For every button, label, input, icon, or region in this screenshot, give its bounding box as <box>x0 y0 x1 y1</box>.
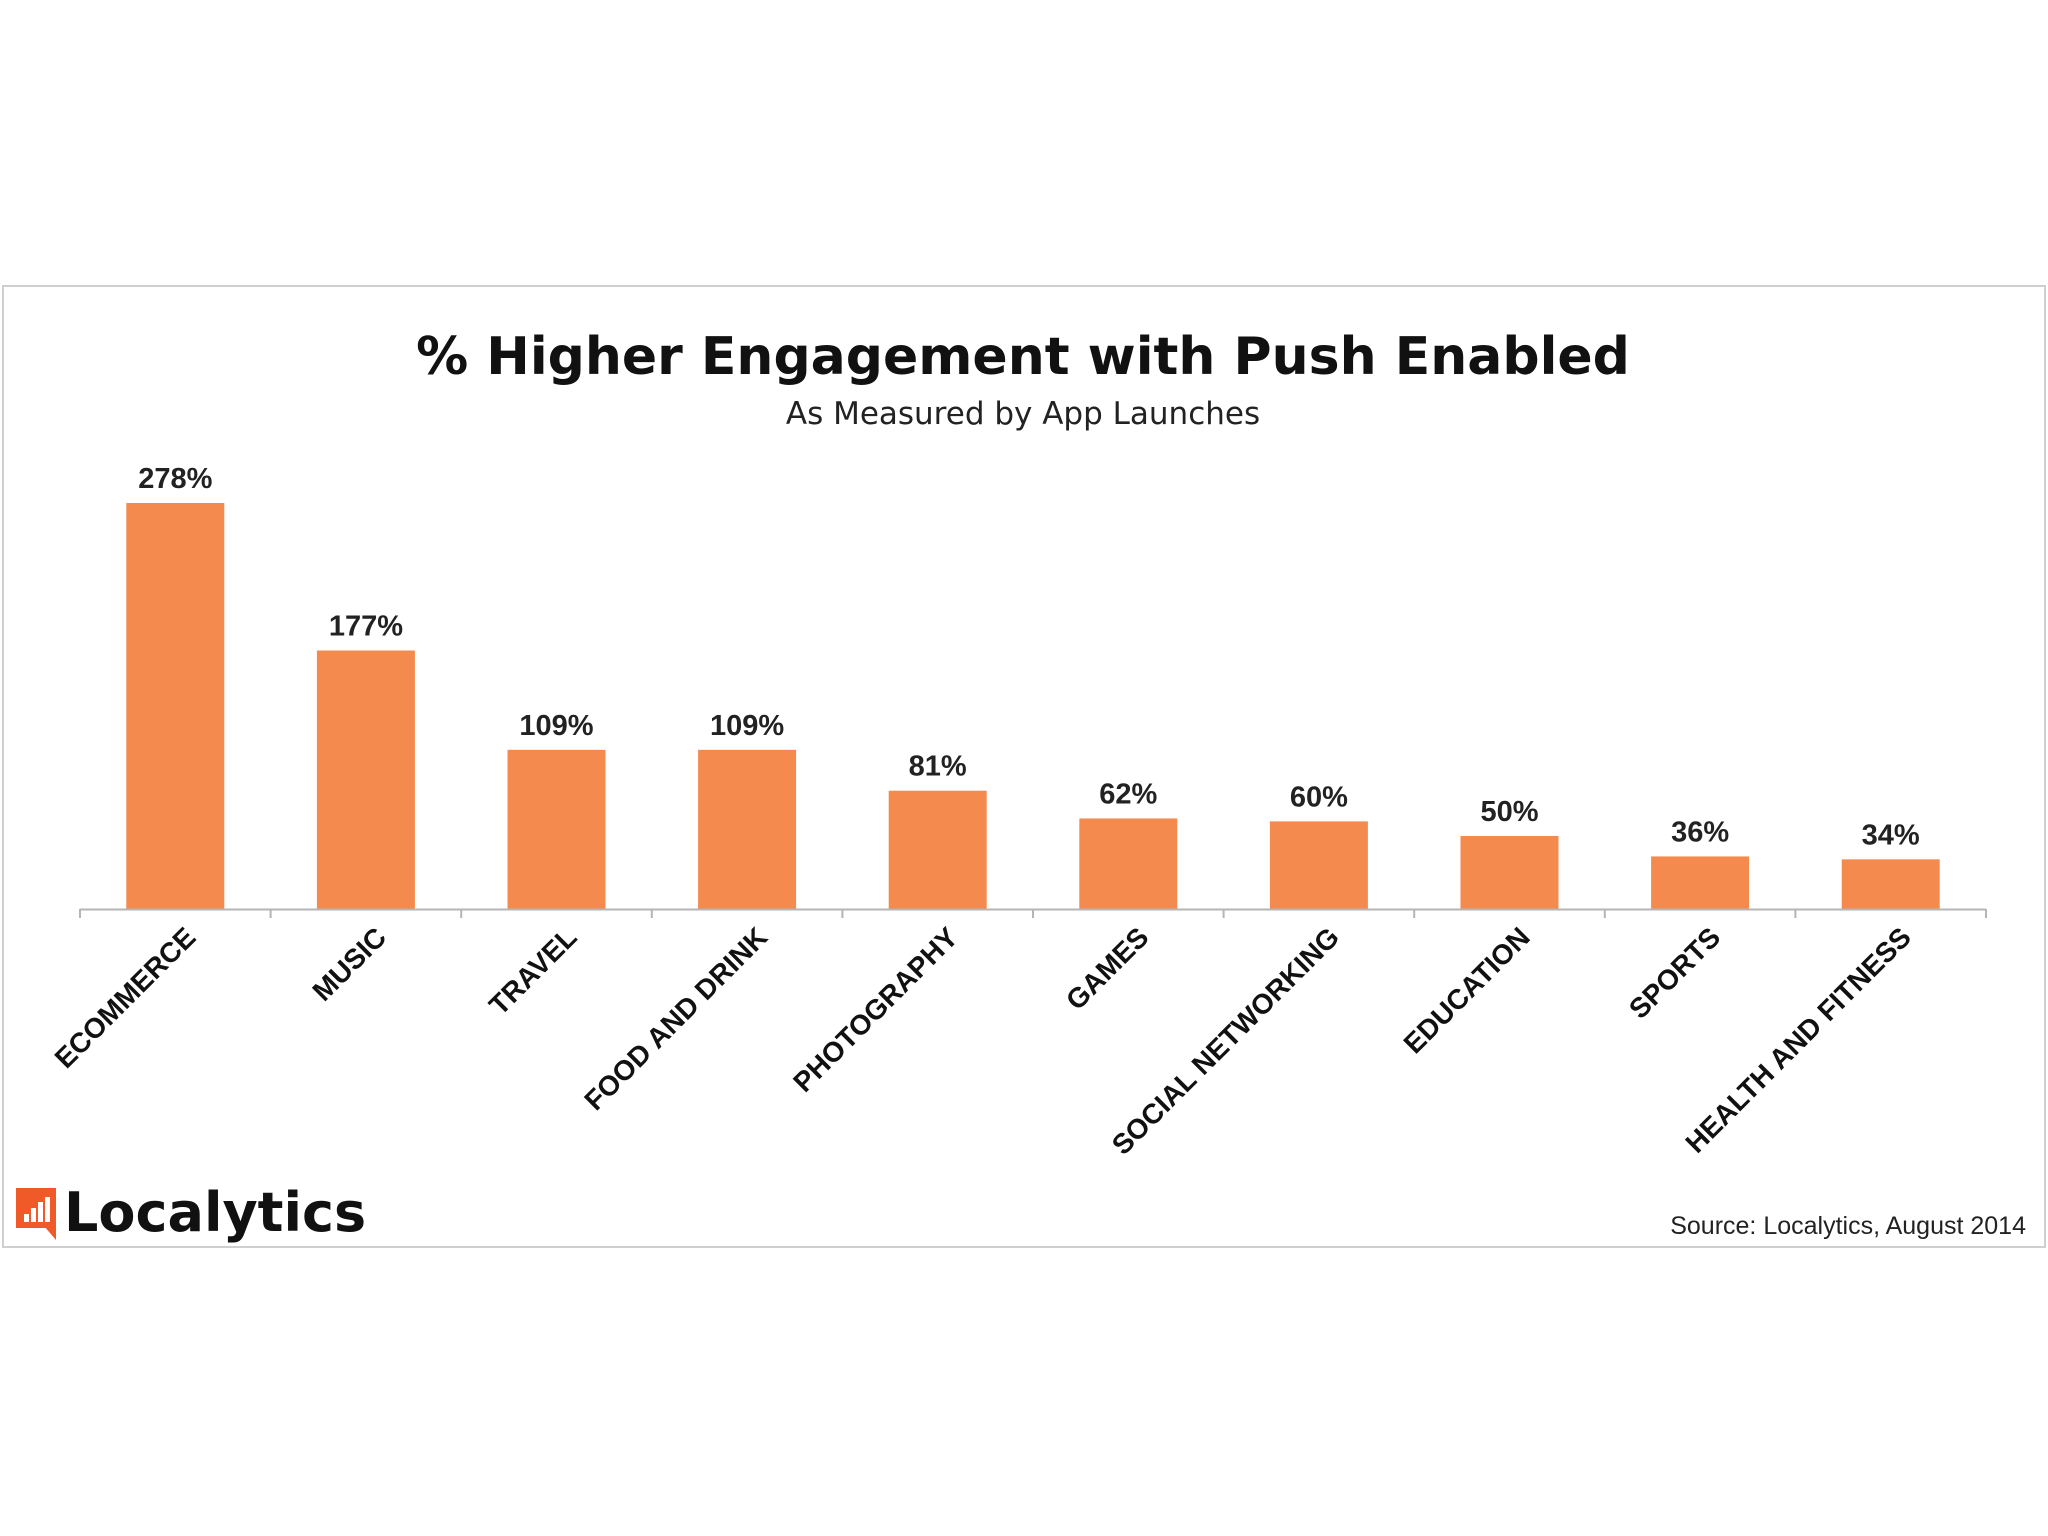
logo: Localytics <box>16 1181 366 1244</box>
logo-text: Localytics <box>64 1181 366 1244</box>
bar-education <box>1460 835 1559 909</box>
bar-food-and-drink <box>698 749 797 909</box>
category-label: HEALTH AND FITNESS <box>1679 921 1917 1159</box>
category-label: SOCIAL NETWORKING <box>1106 921 1345 1160</box>
bar-games <box>1079 818 1178 909</box>
value-label: 50% <box>1480 796 1538 828</box>
category-label: TRAVEL <box>483 921 583 1021</box>
value-label: 62% <box>1099 778 1157 810</box>
value-label: 109% <box>710 710 784 742</box>
category-label: PHOTOGRAPHY <box>787 921 964 1098</box>
value-label: 36% <box>1671 816 1729 848</box>
value-label: 60% <box>1290 781 1348 813</box>
x-axis <box>79 908 1987 918</box>
bar-health-and-fitness <box>1841 859 1940 909</box>
value-label: 34% <box>1862 819 1920 851</box>
category-label: ECOMMERCE <box>49 921 202 1074</box>
bar-social-networking <box>1269 821 1368 909</box>
source-note: Source: Localytics, August 2014 <box>1670 1212 2026 1240</box>
bar-photography <box>888 790 987 909</box>
chart-subtitle: As Measured by App Launches <box>786 396 1260 432</box>
bar-sports <box>1651 856 1750 909</box>
value-label: 278% <box>138 463 212 495</box>
bars-group <box>126 503 1940 909</box>
category-label: MUSIC <box>306 921 392 1007</box>
value-labels-group: 278% 177% 109% 109% 81% 62% 60% 50% 36% 34% <box>138 463 1920 851</box>
category-label: EDUCATION <box>1398 921 1536 1059</box>
chart-title: % Higher Engagement with Push Enabled <box>416 327 1630 387</box>
value-label: 109% <box>519 710 593 742</box>
bar-travel <box>507 749 606 909</box>
category-label: FOOD AND DRINK <box>578 921 773 1116</box>
localytics-logo-icon <box>16 1188 56 1240</box>
category-label: GAMES <box>1060 921 1155 1016</box>
bar-ecommerce <box>126 503 225 909</box>
value-label: 177% <box>329 611 403 643</box>
category-label: SPORTS <box>1623 921 1726 1024</box>
value-label: 81% <box>909 751 967 783</box>
bar-music <box>316 650 415 909</box>
